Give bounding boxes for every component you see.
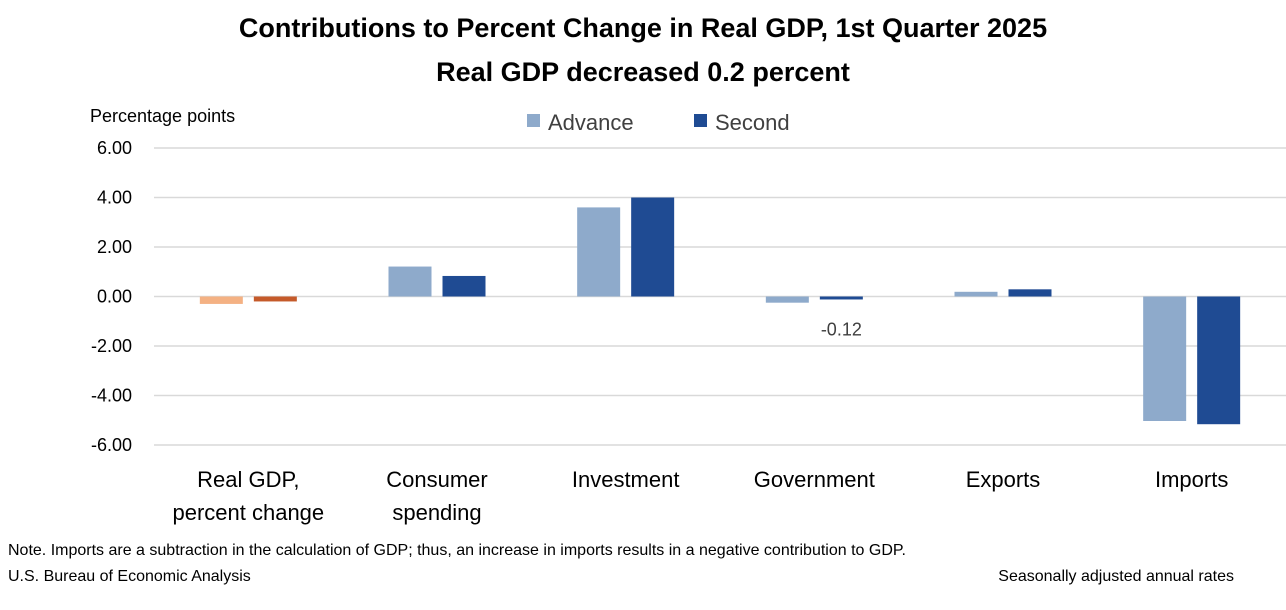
source-label: U.S. Bureau of Economic Analysis [8, 568, 251, 585]
y-tick-label: 4.00 [97, 188, 132, 208]
y-tick-label: 0.00 [97, 287, 132, 307]
legend-swatch [694, 114, 707, 127]
x-category-label: Exports [966, 467, 1041, 492]
bar-second [631, 197, 675, 297]
rates-note: Seasonally adjusted annual rates [998, 568, 1234, 585]
bar-advance [577, 207, 621, 297]
data-label: -0.12 [821, 319, 862, 339]
bar-second [1008, 289, 1052, 297]
y-tick-label: -2.00 [91, 336, 132, 356]
legend-label: Second [715, 110, 790, 135]
bar-second [442, 275, 486, 297]
bar-second [819, 296, 863, 300]
chart-subtitle: Real GDP decreased 0.2 percent [436, 57, 850, 87]
x-category-label: percent change [172, 500, 324, 525]
y-tick-label: 2.00 [97, 237, 132, 257]
footnote: Note. Imports are a subtraction in the c… [8, 542, 906, 559]
bar-second [1197, 296, 1241, 425]
x-category-label: spending [392, 500, 481, 525]
bar-advance [199, 296, 243, 304]
y-tick-label: 6.00 [97, 138, 132, 158]
y-tick-label: -4.00 [91, 386, 132, 406]
gdp-bar-chart: 6.00 4.00 2.00 0.00 -2.00 -4.00 -6.00 Percentag… [90, 106, 1286, 525]
x-category-label: Imports [1155, 467, 1228, 492]
bar-advance [765, 296, 809, 303]
bar-second [253, 296, 297, 302]
x-category-label: Investment [572, 467, 680, 492]
x-category-label: Consumer [386, 467, 487, 492]
y-axis-label: Percentage points [90, 106, 235, 126]
y-tick-label: -6.00 [91, 435, 132, 455]
bar-advance [1143, 296, 1187, 421]
chart-title: Contributions to Percent Change in Real … [238, 13, 1048, 43]
bar-advance [954, 291, 998, 297]
bar-advance [388, 266, 432, 297]
legend-label: Advance [548, 110, 634, 135]
legend-swatch [527, 114, 540, 127]
x-category-label: Real GDP, [197, 467, 299, 492]
x-category-label: Government [754, 467, 875, 492]
